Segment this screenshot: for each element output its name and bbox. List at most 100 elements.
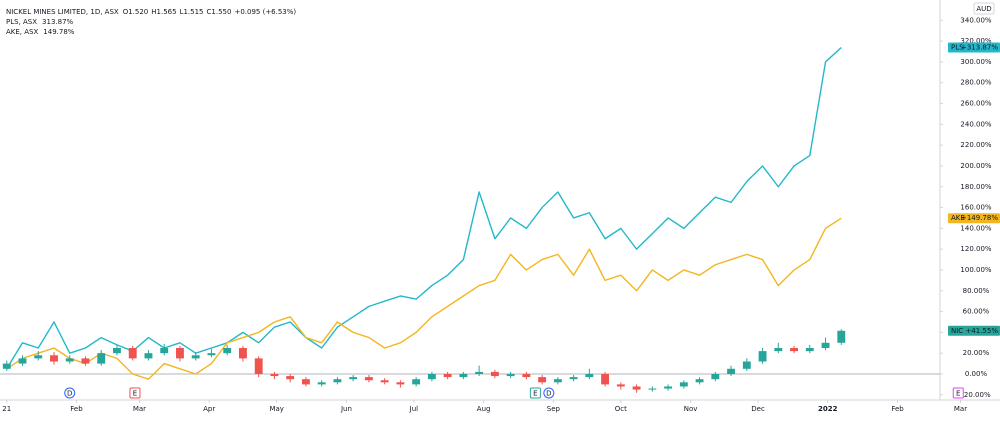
event-label: E [133, 390, 137, 398]
candle [742, 358, 751, 371]
y-tick-label: 240.00% [960, 120, 991, 128]
price-tag-value: +149.78% [961, 214, 998, 222]
candle [585, 368, 594, 380]
y-tick-label: 320.00% [960, 37, 991, 45]
candle-body [113, 347, 121, 354]
y-tick-label: 140.00% [960, 224, 991, 232]
candle [727, 365, 736, 377]
candle-body [616, 384, 625, 387]
candle-body [286, 376, 295, 380]
x-tick-label: Sep [547, 405, 561, 413]
candle-body [585, 373, 594, 378]
candle-body [333, 379, 342, 383]
y-tick-label: 260.00% [960, 100, 991, 108]
x-tick-label: Mar [954, 405, 967, 413]
currency: AUD [976, 5, 991, 13]
candle [616, 382, 625, 390]
candle [2, 360, 11, 371]
candle [790, 345, 798, 354]
legend-name: AKE, ASX [6, 28, 38, 36]
candle [553, 377, 562, 385]
candle [65, 355, 74, 364]
candle-body [239, 347, 247, 359]
candle [223, 344, 232, 356]
y-tick-label: 0.00% [965, 370, 988, 378]
candle [601, 371, 610, 387]
candle-body [2, 363, 11, 369]
candle-body [569, 377, 578, 380]
candle [81, 356, 90, 366]
candle-body [207, 353, 216, 356]
price-tag-name: AKE [951, 214, 965, 222]
event-label: E [956, 390, 960, 398]
event-marker [129, 387, 141, 399]
x-tick-label: Apr [203, 405, 215, 413]
candle-body [490, 371, 499, 377]
y-tick-label: 200.00% [960, 162, 991, 170]
ohlc-value: +0.095 (+6.53%) [234, 8, 296, 16]
x-tick-label: Jun [340, 405, 352, 413]
candle-body [443, 373, 452, 378]
candle-body [18, 358, 27, 364]
candle-body [648, 388, 657, 390]
candle-body [317, 382, 326, 385]
candle [239, 345, 247, 362]
ohlc-value: O1.520 [123, 8, 149, 16]
y-tick-label: 340.00% [960, 16, 991, 24]
series-line [6, 46, 842, 370]
candle-body [774, 347, 783, 352]
candle-body [711, 373, 720, 380]
candle [364, 375, 373, 383]
candle-body [475, 371, 484, 374]
candle [664, 384, 673, 391]
candle [648, 386, 657, 392]
currency-box [973, 2, 995, 15]
candle-body [34, 355, 43, 359]
y-tick-label: 60.00% [963, 308, 990, 316]
symbol-title: NICKEL MINES LIMITED, 1D, ASX [6, 8, 119, 16]
candle [538, 375, 547, 385]
candle [475, 365, 484, 377]
price-tag [948, 325, 1000, 336]
candle [427, 371, 436, 382]
y-tick-label: 80.00% [963, 287, 990, 295]
candle [191, 352, 200, 361]
candle-body [301, 379, 310, 385]
legend-value: 313.87% [42, 18, 73, 26]
event-label: E [533, 390, 537, 398]
y-tick-label: 160.00% [960, 204, 991, 212]
candle-body [144, 353, 153, 359]
candle [349, 375, 358, 382]
x-tick-label: Aug [477, 405, 491, 413]
y-tick-label: 100.00% [960, 266, 991, 274]
y-tick-label: 20.00% [963, 349, 990, 357]
series-line [6, 217, 842, 380]
candle-body [270, 373, 279, 377]
candle [758, 347, 767, 364]
candle-body [632, 386, 641, 390]
candle-body [412, 379, 421, 385]
candle-body [821, 342, 830, 348]
x-tick-label: May [269, 405, 283, 413]
ohlc-value: C1.550 [207, 8, 232, 16]
y-tick-label: 220.00% [960, 141, 991, 149]
candle [443, 371, 452, 380]
price-tag [948, 213, 1000, 224]
price-tag-value: +41.55% [965, 327, 998, 335]
event-marker [543, 387, 555, 399]
y-tick-label: 120.00% [960, 245, 991, 253]
y-tick-label: 280.00% [960, 79, 991, 87]
candle [97, 350, 106, 366]
event-marker [952, 387, 964, 399]
candle-body [727, 368, 736, 374]
candle-body [742, 361, 751, 369]
candle-body [522, 373, 531, 378]
candle-body [459, 373, 468, 378]
event-label: D [546, 390, 551, 398]
price-tag-name: NIC [951, 327, 963, 335]
candle [333, 377, 342, 385]
candle-body [364, 377, 373, 381]
candle-body [97, 353, 106, 364]
